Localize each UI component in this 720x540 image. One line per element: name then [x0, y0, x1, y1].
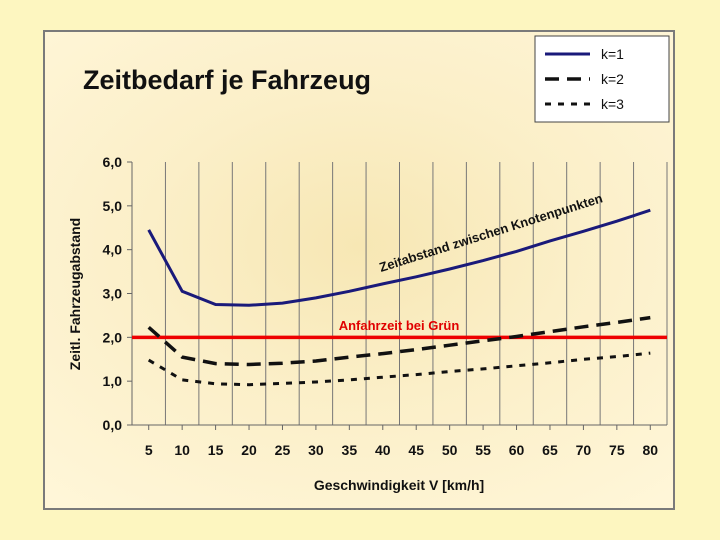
legend: k=1 k=2 k=3 — [534, 35, 670, 123]
y-axis-label: Zeitl. Fahrzeugabstand — [67, 218, 83, 370]
x-tick-label: 65 — [542, 442, 558, 458]
x-tick-label: 60 — [509, 442, 525, 458]
y-tick-label: 3,0 — [103, 286, 123, 302]
x-tick-label: 40 — [375, 442, 391, 458]
y-tick-label: 5,0 — [103, 198, 123, 214]
y-tick-label: 2,0 — [103, 329, 123, 345]
legend-label-k1: k=1 — [601, 46, 624, 62]
series-line-k1 — [147, 208, 651, 307]
x-tick-label: 80 — [642, 442, 658, 458]
x-tick-label: 5 — [145, 442, 153, 458]
reference-line-label: Anfahrzeit bei Grün — [339, 318, 460, 333]
curve-annotation: Zeitabstand zwischen Knotenpunkten — [377, 190, 604, 274]
y-tick-label: 1,0 — [103, 373, 123, 389]
x-tick-label: 20 — [241, 442, 257, 458]
x-tick-label: 10 — [174, 442, 190, 458]
x-tick-label: 55 — [475, 442, 491, 458]
y-tick-label: 0,0 — [103, 417, 123, 433]
plot-area: 0,0 1,0 2,0 3,0 4,0 5,0 6,0 5 10 15 20 25 30 35 40 45 50… — [103, 154, 668, 458]
x-tick-label: 15 — [208, 442, 224, 458]
chart-frame: Zeitbedarf je Fahrzeug k=1 k=2 k=3 0,0 1,… — [43, 30, 675, 510]
x-tick-label: 50 — [442, 442, 458, 458]
legend-label-k3: k=3 — [601, 96, 624, 112]
y-tick-label: 6,0 — [103, 154, 123, 170]
legend-label-k2: k=2 — [601, 71, 624, 87]
series-line-k2 — [147, 315, 651, 367]
x-tick-label: 35 — [342, 442, 358, 458]
x-tick-label: 45 — [408, 442, 424, 458]
x-tick-label: 70 — [576, 442, 592, 458]
x-axis-label: Geschwindigkeit V [km/h] — [314, 477, 484, 493]
line-chart: Zeitbedarf je Fahrzeug k=1 k=2 k=3 0,0 1,… — [67, 35, 670, 493]
x-tick-label: 75 — [609, 442, 625, 458]
x-tick-label: 25 — [275, 442, 291, 458]
x-tick-label: 30 — [308, 442, 324, 458]
chart-title: Zeitbedarf je Fahrzeug — [83, 65, 371, 95]
y-tick-label: 4,0 — [103, 242, 123, 258]
